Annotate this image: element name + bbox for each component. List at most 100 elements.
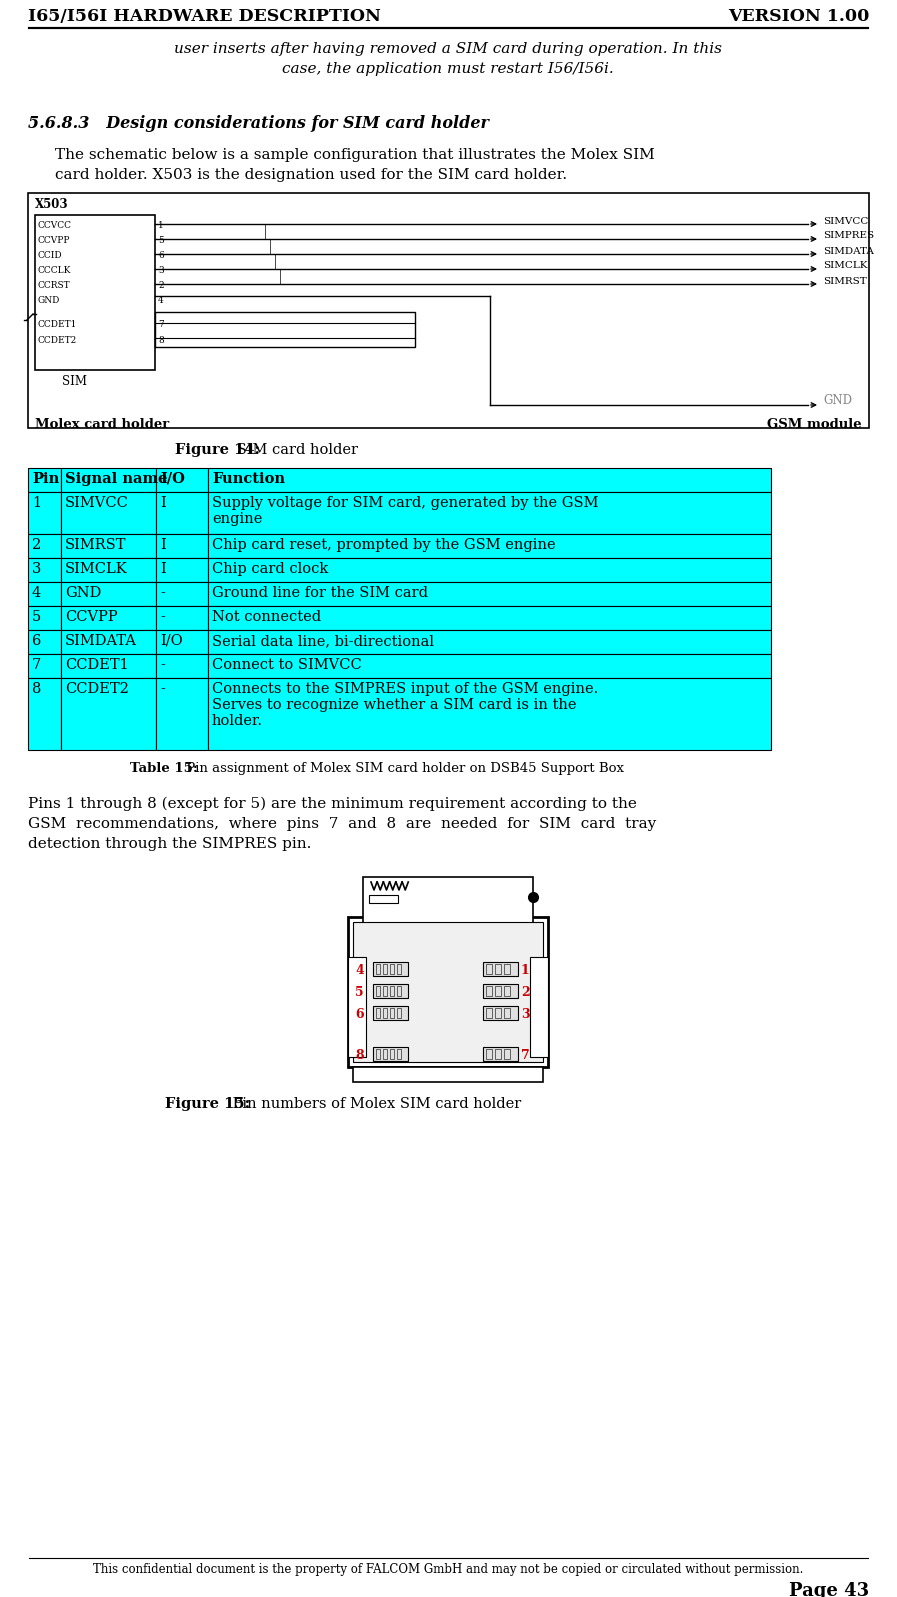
Text: GND: GND — [37, 295, 59, 305]
Bar — [397, 1049, 401, 1059]
Text: CCDET1: CCDET1 — [37, 319, 76, 329]
Bar — [495, 985, 501, 997]
Bar — [28, 533, 61, 557]
Text: -: - — [160, 586, 165, 600]
Bar — [376, 1008, 380, 1017]
Text: I65/I56I HARDWARE DESCRIPTION: I65/I56I HARDWARE DESCRIPTION — [28, 8, 381, 26]
Text: SIMPRES: SIMPRES — [823, 232, 874, 241]
Bar — [156, 629, 208, 655]
Bar — [61, 533, 156, 557]
Bar — [208, 581, 771, 605]
Bar — [155, 311, 415, 347]
Bar — [373, 984, 408, 998]
Bar — [156, 679, 208, 751]
Bar — [35, 216, 155, 371]
Text: SIM: SIM — [62, 375, 87, 388]
Bar — [495, 1008, 501, 1017]
Bar — [483, 1048, 518, 1060]
Text: SIMRST: SIMRST — [65, 538, 126, 553]
Text: Figure 14:: Figure 14: — [175, 442, 260, 457]
Text: SIMDATA: SIMDATA — [65, 634, 137, 648]
Bar — [373, 1006, 408, 1020]
Text: detection through the SIMPRES pin.: detection through the SIMPRES pin. — [28, 837, 311, 851]
Bar — [208, 655, 771, 679]
Text: Figure 15:: Figure 15: — [165, 1097, 250, 1112]
Bar — [504, 965, 510, 974]
Bar — [486, 1008, 492, 1017]
Bar — [376, 965, 380, 974]
Bar — [397, 1008, 401, 1017]
Bar — [383, 965, 387, 974]
Text: 7: 7 — [32, 658, 41, 672]
Bar — [376, 985, 380, 997]
Text: SIM card holder: SIM card holder — [232, 442, 358, 457]
Bar — [156, 468, 208, 492]
Bar — [61, 492, 156, 533]
Bar — [208, 533, 771, 557]
Bar — [486, 985, 492, 997]
Bar — [397, 965, 401, 974]
Text: 6: 6 — [355, 1008, 363, 1020]
Text: CCID: CCID — [37, 251, 62, 260]
Text: CCDET2: CCDET2 — [37, 335, 76, 345]
Text: SIMRST: SIMRST — [823, 276, 867, 286]
Text: This confidential document is the property of FALCOM GmbH and may not be copied : This confidential document is the proper… — [92, 1563, 803, 1576]
Text: VERSION 1.00: VERSION 1.00 — [727, 8, 869, 26]
Text: Page 43: Page 43 — [788, 1583, 869, 1597]
Text: Connect to SIMVCC: Connect to SIMVCC — [212, 658, 361, 672]
Text: I: I — [160, 538, 166, 553]
Text: 2: 2 — [32, 538, 41, 553]
Bar — [61, 468, 156, 492]
Bar — [373, 1048, 408, 1060]
Text: -: - — [160, 610, 165, 624]
Text: 7: 7 — [521, 1049, 530, 1062]
Text: -: - — [160, 682, 165, 696]
Bar — [156, 655, 208, 679]
Bar — [383, 1049, 387, 1059]
Text: Chip card reset, prompted by the GSM engine: Chip card reset, prompted by the GSM eng… — [212, 538, 555, 553]
Text: Not connected: Not connected — [212, 610, 321, 624]
Bar — [61, 629, 156, 655]
Bar — [390, 965, 394, 974]
Bar — [363, 877, 533, 926]
Text: Table 15:: Table 15: — [130, 762, 198, 775]
Text: 3: 3 — [158, 267, 163, 275]
Text: -: - — [160, 658, 165, 672]
Text: GND: GND — [823, 394, 852, 407]
Text: CCCLK: CCCLK — [37, 267, 71, 275]
Bar — [376, 1049, 380, 1059]
Bar — [504, 1049, 510, 1059]
Text: GND: GND — [65, 586, 101, 600]
Bar — [390, 1049, 394, 1059]
Bar — [486, 965, 492, 974]
Bar — [390, 1008, 394, 1017]
Text: 5: 5 — [158, 236, 164, 244]
Text: 1: 1 — [158, 220, 164, 230]
Text: 2: 2 — [158, 281, 163, 291]
Text: Pins 1 through 8 (except for 5) are the minimum requirement according to the: Pins 1 through 8 (except for 5) are the … — [28, 797, 637, 811]
Text: CCDET1: CCDET1 — [65, 658, 129, 672]
Text: 3: 3 — [521, 1008, 529, 1020]
Bar — [28, 581, 61, 605]
Bar — [28, 605, 61, 629]
Bar — [208, 629, 771, 655]
Text: 6: 6 — [158, 251, 164, 260]
Bar — [369, 894, 398, 902]
Bar — [28, 655, 61, 679]
Text: Chip card clock: Chip card clock — [212, 562, 328, 577]
Text: CCDET2: CCDET2 — [65, 682, 129, 696]
Text: 8: 8 — [158, 335, 164, 345]
Bar — [504, 985, 510, 997]
Bar — [208, 679, 771, 751]
Text: Signal name: Signal name — [65, 473, 168, 485]
Text: 4: 4 — [158, 295, 164, 305]
Text: 5: 5 — [355, 985, 363, 1000]
Bar — [486, 1049, 492, 1059]
Text: I/O: I/O — [160, 634, 183, 648]
Text: SIMVCC: SIMVCC — [65, 497, 129, 509]
Text: Function: Function — [212, 473, 285, 485]
Bar — [28, 557, 61, 581]
Text: The schematic below is a sample configuration that illustrates the Molex SIM: The schematic below is a sample configur… — [55, 149, 655, 161]
Text: 7: 7 — [158, 319, 164, 329]
Text: 8: 8 — [355, 1049, 363, 1062]
